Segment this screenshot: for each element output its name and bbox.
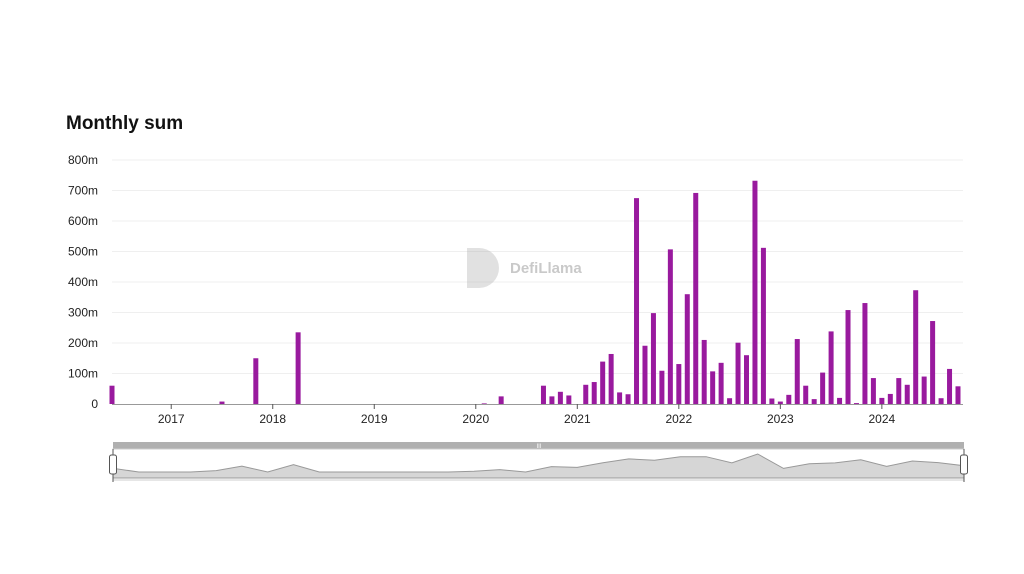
brush-preview-area [112, 453, 965, 479]
brush-right-handle[interactable] [960, 454, 968, 475]
bar[interactable] [659, 370, 665, 404]
y-tick-label: 400m [68, 275, 98, 289]
chart-title: Monthly sum [66, 113, 184, 134]
bar[interactable] [566, 395, 572, 404]
bar[interactable] [921, 376, 927, 404]
bar[interactable] [701, 339, 707, 404]
bar[interactable] [930, 321, 936, 404]
bars [109, 180, 961, 405]
bar[interactable] [684, 294, 690, 404]
y-tick-label: 800m [68, 153, 98, 167]
bar[interactable] [540, 385, 546, 404]
bar[interactable] [557, 391, 563, 404]
gridlines [112, 159, 963, 374]
brush-left-handle[interactable] [109, 454, 117, 475]
x-tick-label: 2020 [462, 412, 489, 426]
bar[interactable] [828, 331, 834, 404]
y-tick-label: 600m [68, 214, 98, 228]
bar[interactable] [295, 332, 301, 404]
x-axis: 2017 2018 2019 2020 2021 2022 2023 2024 [158, 404, 896, 426]
bar[interactable] [667, 249, 673, 404]
bar[interactable] [481, 403, 487, 405]
bar[interactable] [862, 303, 868, 404]
bar[interactable] [634, 198, 640, 404]
x-tick-label: 2022 [665, 412, 692, 426]
bar[interactable] [710, 371, 716, 404]
y-tick-label: 300m [68, 306, 98, 320]
brush-slider[interactable]: III [109, 442, 968, 482]
y-tick-label: 200m [68, 336, 98, 350]
bar[interactable] [837, 397, 843, 404]
watermark-text: DefiLlama [510, 260, 582, 277]
bar[interactable] [583, 384, 589, 404]
y-tick-label: 700m [68, 184, 98, 198]
bar[interactable] [811, 399, 817, 404]
bar[interactable] [803, 385, 809, 404]
bar[interactable] [904, 384, 910, 404]
bar[interactable] [625, 394, 631, 404]
bar[interactable] [947, 368, 953, 404]
bar[interactable] [938, 398, 944, 404]
bar[interactable] [820, 372, 826, 404]
brush-grip-icon[interactable]: III [536, 444, 541, 450]
y-tick-label: 0 [91, 397, 98, 411]
bar[interactable] [896, 378, 902, 404]
bar[interactable] [769, 398, 775, 404]
x-tick-label: 2023 [767, 412, 794, 426]
bar[interactable] [253, 358, 259, 404]
bar[interactable] [617, 392, 623, 404]
brush-track[interactable] [113, 442, 964, 449]
y-tick-label: 500m [68, 245, 98, 259]
bar[interactable] [642, 345, 648, 404]
llama-logo-icon [467, 248, 499, 288]
x-tick-label: 2024 [869, 412, 896, 426]
bar[interactable] [735, 342, 741, 404]
y-axis: 0 100m 200m 300m 400m 500m 600m 700m 800m [68, 153, 98, 411]
bar[interactable] [887, 393, 893, 404]
bar[interactable] [786, 394, 792, 404]
bar[interactable] [608, 353, 614, 404]
bar[interactable] [718, 362, 724, 404]
x-tick-label: 2019 [361, 412, 388, 426]
bar[interactable] [727, 398, 733, 404]
bar[interactable] [109, 385, 115, 404]
x-tick-label: 2017 [158, 412, 185, 426]
bar[interactable] [913, 290, 919, 404]
defillama-watermark: DefiLlama [467, 248, 582, 288]
bar[interactable] [744, 355, 749, 404]
bar[interactable] [549, 396, 555, 404]
bar[interactable] [794, 339, 800, 404]
bar[interactable] [591, 382, 597, 404]
bar[interactable] [777, 401, 783, 404]
x-tick-label: 2018 [259, 412, 286, 426]
bar[interactable] [650, 313, 656, 404]
bar[interactable] [955, 386, 961, 404]
bar[interactable] [219, 401, 225, 404]
bar[interactable] [676, 364, 682, 404]
bar[interactable] [498, 396, 504, 404]
bar[interactable] [853, 403, 859, 405]
bar[interactable] [845, 310, 851, 404]
x-tick-label: 2021 [564, 412, 591, 426]
bar[interactable] [693, 192, 699, 404]
bar[interactable] [600, 361, 606, 404]
bar[interactable] [752, 180, 758, 404]
bar[interactable] [879, 397, 885, 404]
bar[interactable] [870, 378, 876, 404]
bar[interactable] [760, 247, 766, 404]
y-tick-label: 100m [68, 367, 98, 381]
